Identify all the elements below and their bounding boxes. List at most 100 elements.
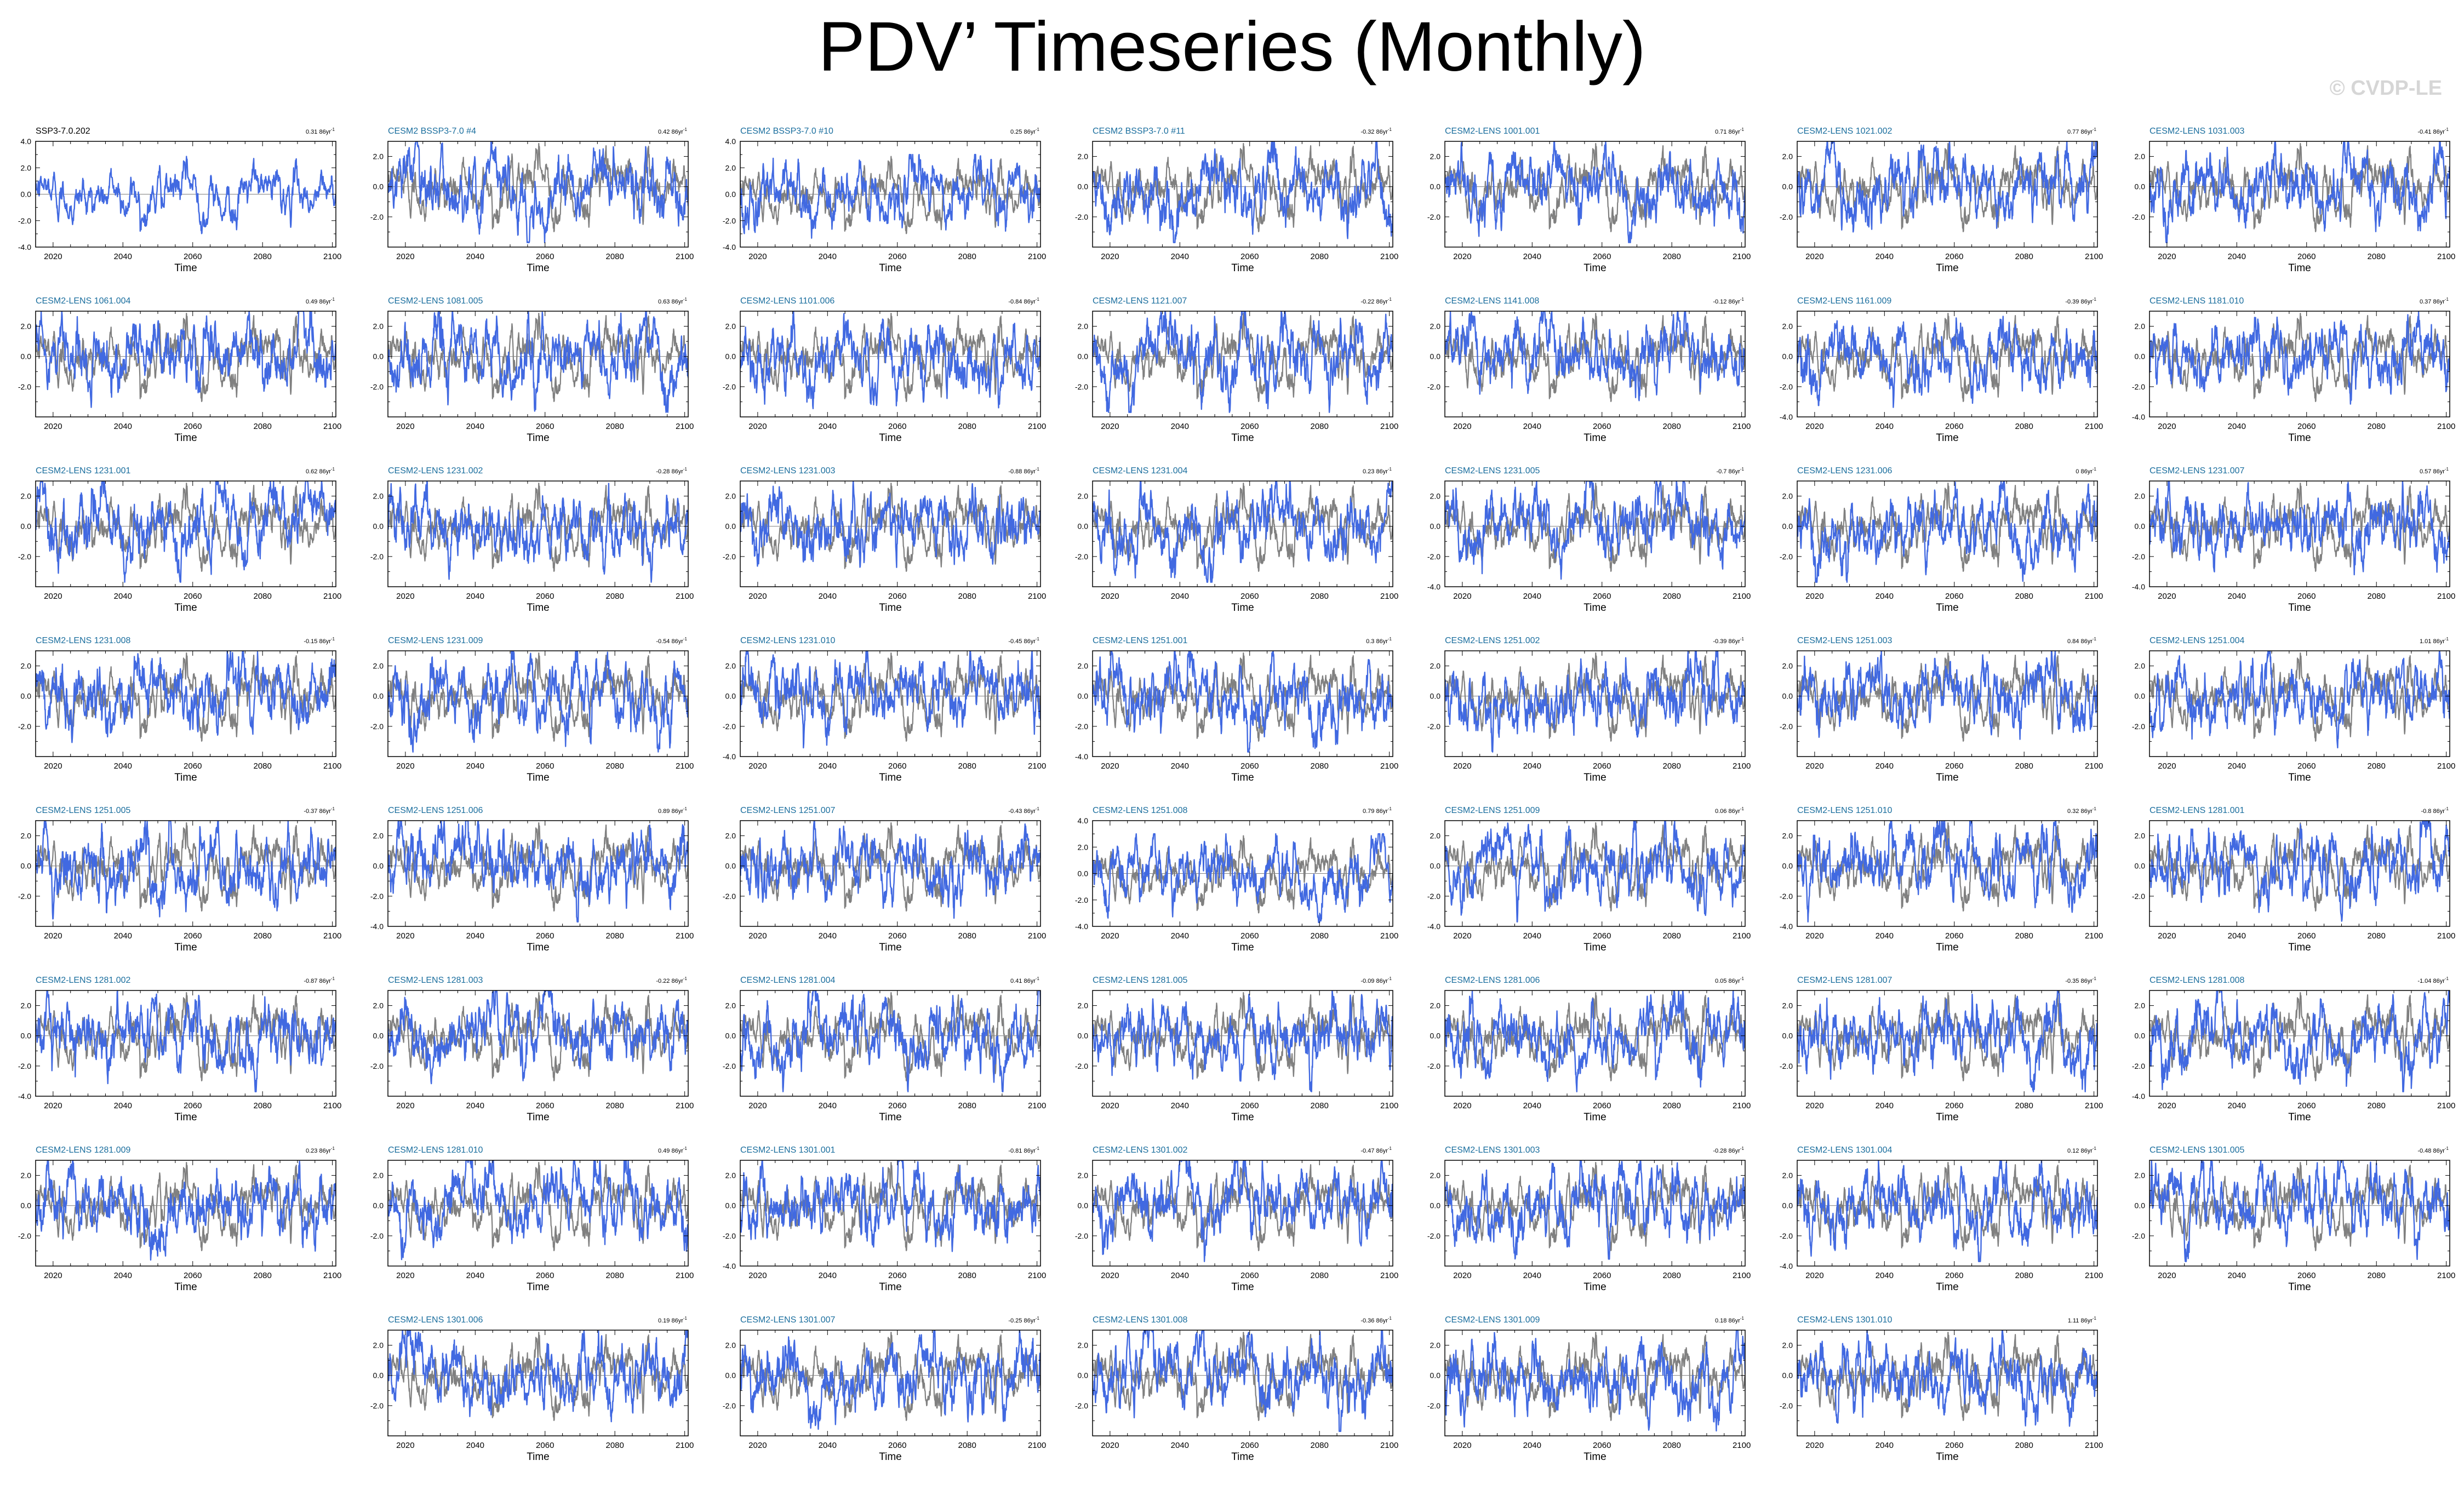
panel: CESM2-LENS 1231.003 -0.88 86yr-1 2020 2040 2… — [723, 466, 1046, 614]
x-tick-label: 2100 — [1028, 1441, 1046, 1450]
panel: CESM2-LENS 1301.001 -0.81 86yr-1 2020 2040 2… — [723, 1146, 1046, 1293]
y-tick-label: 0.0 — [725, 352, 736, 361]
panel-frame — [2149, 480, 2450, 587]
member-series-line — [2149, 1160, 2450, 1262]
x-tick-label: 2060 — [536, 592, 554, 601]
y-tick-label: 0.0 — [2135, 1201, 2146, 1210]
x-tick-label: 2060 — [536, 252, 554, 261]
y-tick-label: -2.0 — [1075, 382, 1088, 391]
x-tick-label: 2020 — [1101, 1441, 1119, 1450]
observation-series-line — [1093, 652, 1393, 742]
y-tick-label: 2.0 — [1782, 1341, 1793, 1350]
x-axis-label: Time — [1583, 942, 1607, 953]
y-tick-label: 0.0 — [373, 352, 384, 361]
y-tick-label: 0.0 — [1078, 869, 1089, 878]
y-tick-label: 2.0 — [1430, 152, 1441, 161]
y-tick-label: 0.0 — [373, 1201, 384, 1210]
x-tick-label: 2060 — [2297, 252, 2316, 261]
x-tick-label: 2040 — [1171, 761, 1189, 771]
x-axis-label: Time — [2288, 942, 2311, 953]
x-tick-label: 2040 — [114, 252, 132, 261]
x-axis-label: Time — [527, 1451, 550, 1463]
x-tick-label: 2100 — [2085, 1101, 2103, 1110]
x-axis-label: Time — [1231, 942, 1254, 953]
x-tick-label: 2080 — [1310, 1101, 1328, 1110]
observation-series-line — [1093, 312, 1393, 402]
x-tick-label: 2020 — [396, 1101, 414, 1110]
x-tick-label: 2080 — [1662, 252, 1680, 261]
x-tick-label: 2080 — [2367, 761, 2385, 771]
x-tick-label: 2060 — [1945, 422, 1963, 431]
x-tick-label: 2020 — [748, 931, 767, 941]
x-tick-label: 2040 — [1876, 252, 1894, 261]
x-tick-label: 2020 — [1101, 422, 1119, 431]
panel-title: CESM2-LENS 1251.001 — [1093, 636, 1188, 645]
panel: CESM2-LENS 1231.008 -0.15 86yr-1 2020 2040 2… — [18, 636, 341, 783]
panel-title: CESM2-LENS 1251.003 — [1797, 636, 1893, 645]
x-tick-label: 2100 — [2085, 422, 2103, 431]
y-tick-label: -2.0 — [370, 1401, 384, 1410]
x-axis-label: Time — [174, 772, 197, 783]
x-tick-label: 2020 — [2158, 422, 2176, 431]
panel: CESM2-LENS 1301.004 0.12 86yr-1 2020 2040 20… — [1780, 1146, 2103, 1293]
x-tick-label: 2080 — [1662, 1101, 1680, 1110]
x-tick-label: 2060 — [1945, 252, 1963, 261]
member-series-line — [1797, 481, 2097, 583]
x-axis-label: Time — [1231, 772, 1254, 783]
panel-trend: -0.43 86yr-1 — [1008, 806, 1039, 815]
x-tick-label: 2080 — [605, 931, 624, 941]
x-tick-label: 2040 — [466, 1441, 484, 1450]
panel-title: CESM2-LENS 1301.001 — [740, 1146, 836, 1155]
y-tick-label: 2.0 — [373, 1341, 384, 1350]
panel: CESM2-LENS 1301.006 0.19 86yr-1 2020 2040 20… — [370, 1315, 694, 1463]
x-tick-label: 2040 — [1523, 592, 1541, 601]
y-tick-label: -4.0 — [1427, 922, 1440, 931]
y-tick-label: 2.0 — [1430, 322, 1441, 331]
x-tick-label: 2020 — [1453, 761, 1471, 771]
x-axis-label: Time — [2288, 432, 2311, 444]
x-axis-label: Time — [174, 432, 197, 444]
y-tick-label: 2.0 — [2135, 1001, 2146, 1010]
x-tick-label: 2020 — [748, 1101, 767, 1110]
member-series-line — [388, 821, 688, 923]
y-tick-label: 0.0 — [21, 352, 32, 361]
panel-title: CESM2-LENS 1301.002 — [1093, 1146, 1188, 1155]
y-tick-label: 2.0 — [1078, 152, 1089, 161]
y-tick-label: -2.0 — [1427, 722, 1440, 731]
panel: CESM2-LENS 1231.004 0.23 86yr-1 2020 2040 20… — [1075, 466, 1398, 614]
panel: CESM2-LENS 1301.003 -0.28 86yr-1 2020 2040 2… — [1427, 1146, 1751, 1293]
panel: CESM2-LENS 1281.008 -1.04 86yr-1 2020 2040 2… — [2132, 976, 2455, 1123]
panel-frame — [740, 820, 1041, 927]
y-tick-label: 0.0 — [725, 1201, 736, 1210]
x-tick-label: 2020 — [44, 1101, 62, 1110]
member-series-line — [740, 990, 1041, 1092]
panel-trend: 0.06 86yr-1 — [1715, 806, 1745, 815]
x-axis-label: Time — [879, 262, 902, 274]
y-tick-label: 0.0 — [1430, 1371, 1441, 1380]
panel: CESM2-LENS 1281.001 -0.8 86yr-1 2020 2040 20… — [2132, 806, 2455, 953]
panel: CESM2-LENS 1301.002 -0.47 86yr-1 2020 2040 2… — [1075, 1146, 1398, 1293]
panel-title: CESM2-LENS 1231.004 — [1093, 466, 1188, 476]
x-axis-label: Time — [174, 1281, 197, 1293]
x-tick-label: 2080 — [605, 1101, 624, 1110]
panel: CESM2-LENS 1061.004 0.49 86yr-1 2020 2040 20… — [18, 296, 341, 444]
x-tick-label: 2080 — [958, 252, 976, 261]
x-tick-label: 2040 — [1876, 1271, 1894, 1280]
x-axis-label: Time — [1936, 432, 1959, 444]
x-tick-label: 2060 — [536, 1271, 554, 1280]
panel-title: CESM2-LENS 1301.003 — [1445, 1146, 1540, 1155]
member-series-line — [1093, 1160, 1393, 1262]
y-tick-label: 2.0 — [725, 1171, 736, 1180]
x-tick-label: 2020 — [1805, 592, 1823, 601]
x-tick-label: 2040 — [466, 761, 484, 771]
y-tick-label: -2.0 — [1427, 382, 1440, 391]
y-tick-label: 2.0 — [373, 1001, 384, 1010]
x-tick-label: 2100 — [1380, 1101, 1398, 1110]
x-axis-label: Time — [1936, 772, 1959, 783]
panel: CESM2-LENS 1251.002 -0.39 86yr-1 2020 2040 2… — [1427, 636, 1751, 783]
panel-title: CESM2-LENS 1301.005 — [2149, 1146, 2245, 1155]
member-series-line — [1797, 141, 2097, 233]
member-series-line — [740, 651, 1041, 749]
y-tick-label: -2.0 — [18, 722, 31, 731]
x-axis-label: Time — [1231, 432, 1254, 444]
